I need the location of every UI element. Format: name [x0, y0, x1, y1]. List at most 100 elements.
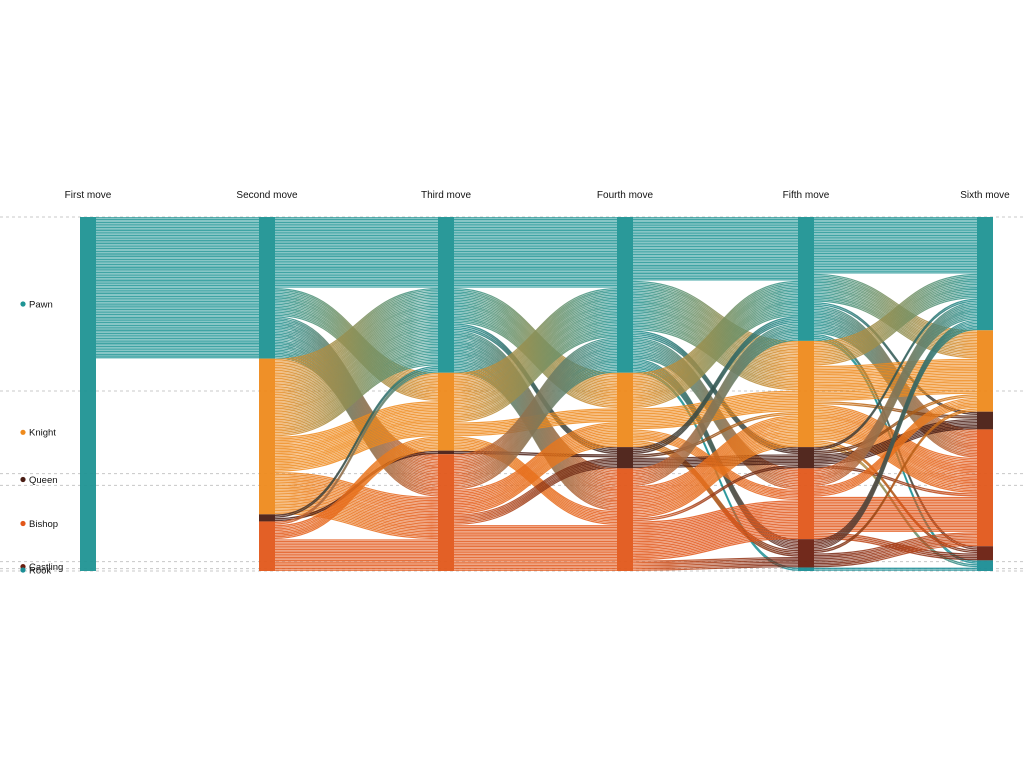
- flow-strand: [632, 413, 799, 458]
- flow-strand: [453, 465, 618, 524]
- flow-strand: [274, 444, 439, 535]
- flow-strand: [632, 326, 799, 473]
- flow-strand: [274, 406, 439, 443]
- flow-strand: [453, 287, 618, 375]
- flow-strand: [274, 356, 439, 429]
- legend-label: Castling: [29, 562, 63, 573]
- legend-item-pawn: Pawn: [20, 299, 53, 310]
- flow-strand: [813, 399, 978, 489]
- flow-knight-to-queen: [813, 401, 978, 419]
- column-label: Fourth move: [597, 190, 654, 201]
- flow-strand: [632, 295, 799, 357]
- flow-strand: [813, 443, 978, 566]
- flow-strand: [813, 397, 978, 488]
- node-knight-col-5: [798, 340, 814, 448]
- flow-strand: [632, 290, 799, 352]
- flow-strand: [632, 333, 799, 480]
- column-label: Second move: [236, 190, 298, 201]
- flow-strand: [813, 363, 978, 372]
- flow-strand: [274, 446, 439, 536]
- flow-strand: [274, 346, 439, 419]
- flow-strand: [274, 498, 439, 525]
- flow-bishop-to-knight: [813, 397, 978, 497]
- legend-item-knight: Knight: [20, 428, 56, 439]
- flow-strand: [632, 308, 799, 402]
- flow-strand: [813, 410, 978, 554]
- flow-strand: [274, 314, 439, 388]
- flow-strand: [274, 407, 439, 445]
- flow-strand: [632, 500, 799, 523]
- node-queen-col-3: [438, 450, 454, 455]
- flow-strand: [632, 319, 799, 453]
- flow-strand: [632, 321, 799, 454]
- legend-label: Queen: [29, 475, 58, 486]
- flow-strand: [453, 297, 618, 384]
- flow-strand: [453, 329, 618, 416]
- node-pawn-col-5: [798, 217, 814, 341]
- flow-strand: [632, 296, 799, 391]
- flow-strand: [632, 437, 799, 510]
- node-bishop-col-5: [798, 468, 814, 540]
- flow-strand: [632, 464, 799, 520]
- flow-strand: [274, 484, 439, 511]
- flow-strand: [274, 341, 439, 481]
- flow-strand: [274, 338, 439, 411]
- flow-strand: [632, 323, 799, 470]
- node-knight-col-6: [977, 330, 993, 412]
- flow-strand: [453, 442, 618, 511]
- flow-strand: [274, 501, 439, 528]
- flow-strand: [274, 503, 439, 530]
- flow-strand: [274, 303, 439, 376]
- flow-strand: [632, 282, 799, 376]
- flow-strand: [632, 288, 799, 383]
- flow-strand: [632, 285, 799, 380]
- flow-strand: [632, 501, 799, 525]
- flow-strand: [453, 307, 618, 394]
- flow-strand: [813, 280, 978, 349]
- flow-strand: [632, 432, 799, 505]
- flow-strand: [274, 492, 439, 519]
- flow-strand: [274, 342, 439, 415]
- flow-strand: [274, 371, 439, 525]
- flow-strand: [632, 436, 799, 509]
- flow-strand: [274, 409, 439, 446]
- flow-knight-to-pawn: [453, 287, 618, 423]
- flow-castling-to-bishop: [813, 532, 978, 568]
- flow-strand: [274, 438, 439, 528]
- flow-bishop-to-bishop: [453, 525, 617, 571]
- flow-strand: [453, 311, 618, 399]
- flow-strand: [274, 494, 439, 521]
- flow-strand: [632, 534, 799, 557]
- flow-strand: [453, 463, 618, 522]
- flow-bishop-to-castling: [632, 557, 799, 571]
- flow-strand: [453, 368, 618, 487]
- flow-strand: [453, 424, 618, 493]
- flow-strand: [632, 445, 799, 557]
- flow-strand: [813, 401, 978, 417]
- flow-strand: [632, 466, 799, 522]
- flow-strand: [813, 373, 978, 382]
- flow-bishop-to-pawn: [632, 323, 799, 486]
- flow-strand: [632, 357, 799, 490]
- flow-strand: [274, 322, 439, 395]
- flow-strand: [453, 366, 618, 485]
- flow-strand: [453, 429, 618, 498]
- flow-strand: [813, 283, 978, 353]
- flow-knight-to-rook: [813, 443, 978, 568]
- flow-strand: [274, 365, 439, 516]
- legend-dot: [20, 301, 26, 307]
- flow-strand: [453, 435, 618, 505]
- flow-strand: [274, 313, 439, 386]
- flow-strand: [632, 510, 799, 533]
- node-queen-col-2: [259, 514, 275, 522]
- flow-strand: [453, 331, 618, 418]
- flow-strand: [813, 538, 978, 561]
- flow-strand: [453, 369, 618, 488]
- legend-item-rook: Rook: [20, 565, 51, 576]
- flow-strand: [274, 335, 439, 408]
- flow-queen-to-pawn: [632, 316, 799, 454]
- flow-strand: [274, 302, 439, 375]
- legend-label: Knight: [29, 428, 56, 439]
- flow-strand: [813, 298, 978, 449]
- flow-strand: [453, 460, 618, 519]
